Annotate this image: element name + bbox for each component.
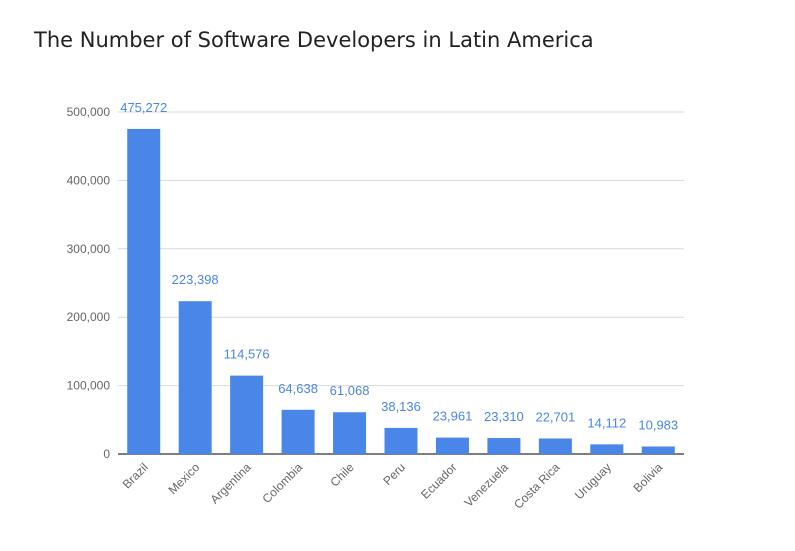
- x-tick-label: Uruguay: [572, 460, 614, 502]
- y-tick-label: 500,000: [67, 105, 111, 119]
- data-label: 475,272: [120, 100, 167, 115]
- data-label: 38,136: [381, 399, 421, 414]
- bar: [127, 128, 161, 455]
- bar: [230, 375, 264, 454]
- y-tick-label: 0: [103, 447, 110, 461]
- x-tick-label: Venezuela: [461, 460, 511, 510]
- x-tick-label: Peru: [380, 460, 408, 488]
- y-tick-label: 400,000: [67, 173, 111, 187]
- x-tick-label: Brazil: [120, 460, 151, 491]
- y-tick-label: 100,000: [67, 379, 111, 393]
- bar: [538, 438, 572, 454]
- x-tick-label: Ecuador: [418, 460, 460, 502]
- x-tick-label: Mexico: [166, 460, 203, 497]
- x-tick-label: Argentina: [208, 460, 254, 506]
- x-tick-label: Colombia: [259, 460, 305, 506]
- x-tick-label: Chile: [327, 460, 356, 489]
- data-label: 64,638: [278, 381, 318, 396]
- data-label: 10,983: [638, 417, 678, 432]
- bar: [333, 412, 367, 454]
- bar: [178, 301, 212, 454]
- x-tick-label: Costa Rica: [511, 460, 563, 512]
- chart-title: The Number of Software Developers in Lat…: [34, 28, 594, 52]
- bar: [281, 409, 315, 454]
- bar: [641, 446, 675, 454]
- data-label: 223,398: [172, 272, 219, 287]
- x-tick-label: Bolivia: [630, 460, 665, 495]
- bar: [435, 437, 469, 454]
- data-label: 23,310: [484, 409, 524, 424]
- data-label: 61,068: [330, 383, 370, 398]
- bar: [487, 438, 521, 454]
- y-tick-label: 200,000: [67, 310, 111, 324]
- data-label: 14,112: [587, 415, 626, 430]
- data-label: 23,961: [433, 409, 473, 424]
- y-tick-label: 300,000: [67, 242, 111, 256]
- data-label: 114,576: [224, 347, 270, 362]
- data-label: 22,701: [535, 409, 575, 424]
- bar: [384, 427, 418, 454]
- bar: [590, 444, 624, 454]
